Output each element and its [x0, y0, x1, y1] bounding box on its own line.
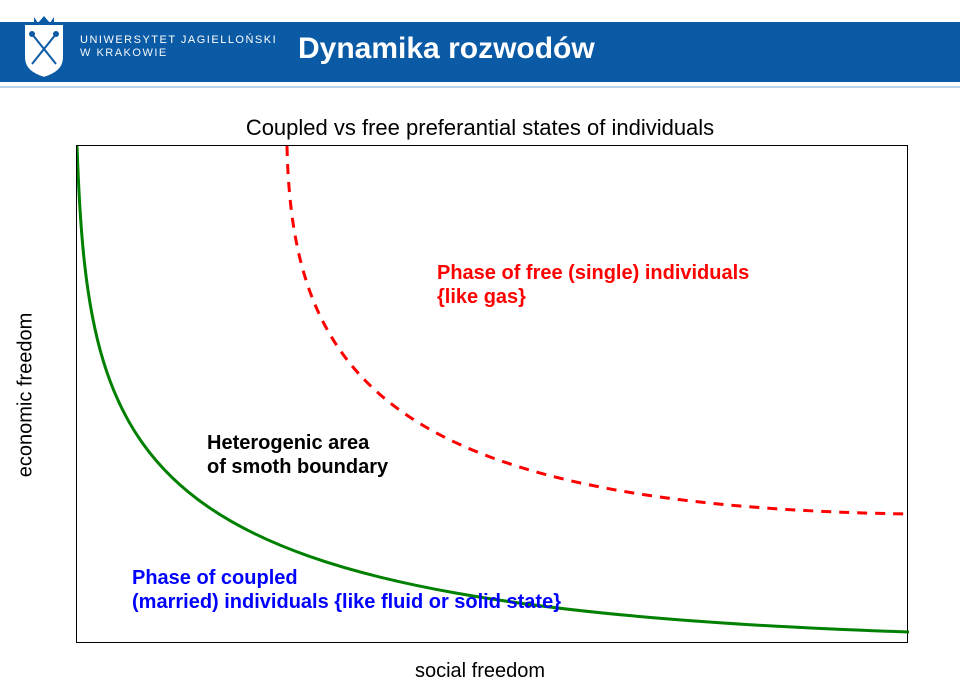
university-logo: UNIWERSYTET JAGIELLOŃSKI W KRAKOWIE — [20, 8, 277, 86]
slide-title: Dynamika rozwodów — [298, 32, 595, 66]
annot-heterogenic: Heterogenic area of smoth boundary — [207, 431, 388, 479]
annot-hetero-line1: Heterogenic area — [207, 431, 388, 455]
annot-hetero-line2: of smoth boundary — [207, 455, 388, 479]
chart-title: Coupled vs free preferantial states of i… — [40, 115, 920, 141]
annot-free-phase: Phase of free (single) individuals {like… — [437, 261, 749, 309]
annot-coupled-line1: Phase of coupled — [132, 566, 561, 590]
annot-free-line1: Phase of free (single) individuals — [437, 261, 749, 285]
annot-coupled-phase: Phase of coupled (married) individuals {… — [132, 566, 561, 614]
shield-icon — [20, 14, 68, 80]
x-axis-label: social freedom — [40, 660, 920, 683]
annot-coupled-line2: (married) individuals {like fluid or sol… — [132, 590, 561, 614]
university-name: UNIWERSYTET JAGIELLOŃSKI W KRAKOWIE — [80, 34, 277, 60]
university-line2: W KRAKOWIE — [80, 47, 277, 60]
chart: Coupled vs free preferantial states of i… — [40, 115, 920, 675]
annot-free-line2: {like gas} — [437, 285, 749, 309]
slide-header: UNIWERSYTET JAGIELLOŃSKI W KRAKOWIE Dyna… — [0, 0, 960, 94]
university-line1: UNIWERSYTET JAGIELLOŃSKI — [80, 34, 277, 47]
plot-area: Phase of free (single) individuals {like… — [76, 145, 908, 643]
y-axis-label: economic freedom — [15, 313, 38, 478]
green-curve — [77, 146, 909, 632]
header-underline — [0, 86, 960, 88]
